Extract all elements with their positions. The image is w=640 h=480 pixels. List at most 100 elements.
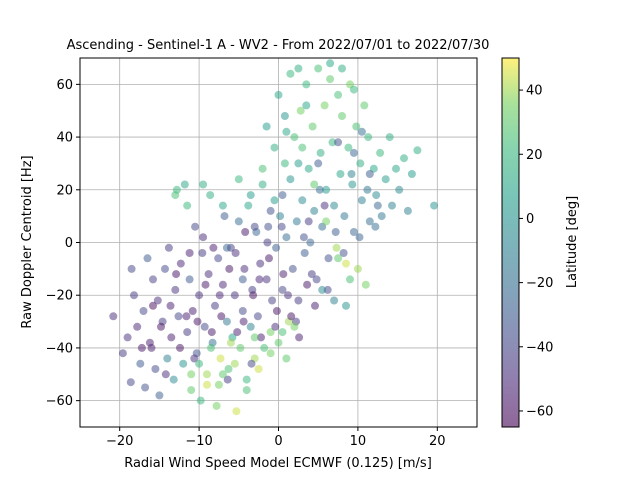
scatter-point (277, 222, 286, 231)
scatter-point (222, 317, 231, 326)
x-axis-label: Radial Wind Speed Model ECMWF (0.125) [m… (124, 456, 432, 471)
scatter-point (126, 378, 135, 387)
scatter-point (171, 191, 180, 200)
scatter-point (151, 365, 160, 373)
scatter-point (136, 359, 145, 368)
scatter-point (388, 201, 396, 210)
scatter-point (330, 201, 339, 210)
scatter-point (172, 270, 181, 279)
scatter-point (247, 359, 256, 368)
scatter-point (403, 206, 412, 215)
scatter-point (342, 259, 350, 268)
scatter-point (242, 386, 251, 395)
scatter-point (257, 333, 265, 342)
scatter-point (230, 291, 239, 300)
colorbar-tick-label: 20 (526, 148, 543, 163)
scatter-point (253, 312, 262, 321)
scatter-point (187, 370, 196, 379)
scatter-point (298, 143, 307, 152)
scatter-point (287, 312, 296, 321)
scatter-point (211, 301, 219, 310)
scatter-point (338, 112, 346, 120)
scatter-point (204, 270, 213, 279)
scatter-point (262, 122, 271, 131)
scatter-point (263, 238, 272, 247)
scatter-point (430, 201, 439, 210)
scatter-point (226, 338, 235, 347)
scatter-point (214, 380, 223, 389)
scatter-point (246, 322, 255, 331)
scatter-point (200, 322, 209, 331)
scatter-point (307, 270, 316, 279)
scatter-point (278, 285, 287, 294)
scatter-point (185, 275, 194, 284)
scatter-point (300, 249, 309, 257)
scatter-point (149, 301, 157, 310)
scatter-point (377, 212, 386, 221)
scatter-point (256, 259, 265, 268)
scatter-point (282, 233, 291, 242)
scatter-point (246, 191, 255, 200)
scatter-point (282, 354, 291, 363)
scatter-point (230, 359, 239, 368)
scatter-point (201, 280, 210, 289)
scatter-point (123, 333, 132, 342)
scatter-point (322, 217, 331, 226)
scatter-point (315, 185, 324, 194)
scatter-point (241, 228, 250, 236)
y-tick-label: 40 (56, 131, 73, 146)
scatter-point (268, 296, 277, 305)
scatter-point (365, 170, 374, 178)
scatter-point (357, 196, 366, 205)
scatter-point (413, 146, 422, 155)
scatter-point (342, 301, 350, 310)
scatter-point (217, 312, 226, 321)
scatter-point (216, 354, 225, 363)
scatter-point (314, 159, 323, 168)
scatter-point (195, 359, 204, 368)
scatter-point (185, 249, 194, 257)
scatter-point (355, 233, 364, 242)
chart-title: Ascending - Sentinel-1 A - WV2 - From 20… (67, 38, 490, 53)
scatter-point (392, 164, 400, 173)
scatter-point (224, 365, 233, 373)
scatter-point (304, 164, 313, 173)
scatter-point (215, 291, 224, 300)
scatter-point (161, 264, 169, 273)
scatter-point (218, 280, 227, 289)
scatter-point (357, 127, 366, 136)
y-tick-label: 60 (56, 78, 73, 93)
scatter-point (171, 285, 180, 294)
scatter-point (365, 217, 374, 226)
scatter-point (340, 212, 349, 221)
scatter-point (364, 133, 373, 142)
colorbar-tick-label: 0 (526, 212, 534, 227)
scatter-point (133, 322, 142, 331)
scatter-point (284, 291, 292, 300)
scatter-point (206, 191, 215, 200)
scatter-point (255, 275, 264, 284)
scatter-point (265, 254, 273, 263)
scatter-point (349, 148, 358, 157)
scatter-point (223, 375, 232, 384)
scatter-point (363, 185, 372, 194)
scatter-point (348, 180, 357, 189)
scatter-point (282, 127, 291, 136)
scatter-point (302, 80, 311, 89)
scatter-point (278, 191, 287, 200)
scatter-point (294, 296, 303, 305)
scatter-point (310, 180, 319, 189)
scatter-point (279, 270, 288, 279)
scatter-point (308, 122, 317, 131)
scatter-point (271, 322, 280, 331)
colorbar-tick-label: −40 (526, 340, 553, 355)
scatter-point (298, 196, 307, 205)
scatter-point (238, 275, 247, 284)
scatter-point (174, 312, 183, 321)
scatter-point (182, 312, 191, 321)
scatter-point (371, 222, 380, 231)
scatter-point (314, 64, 323, 73)
scatter-point (236, 343, 245, 352)
scatter-point (161, 370, 170, 379)
